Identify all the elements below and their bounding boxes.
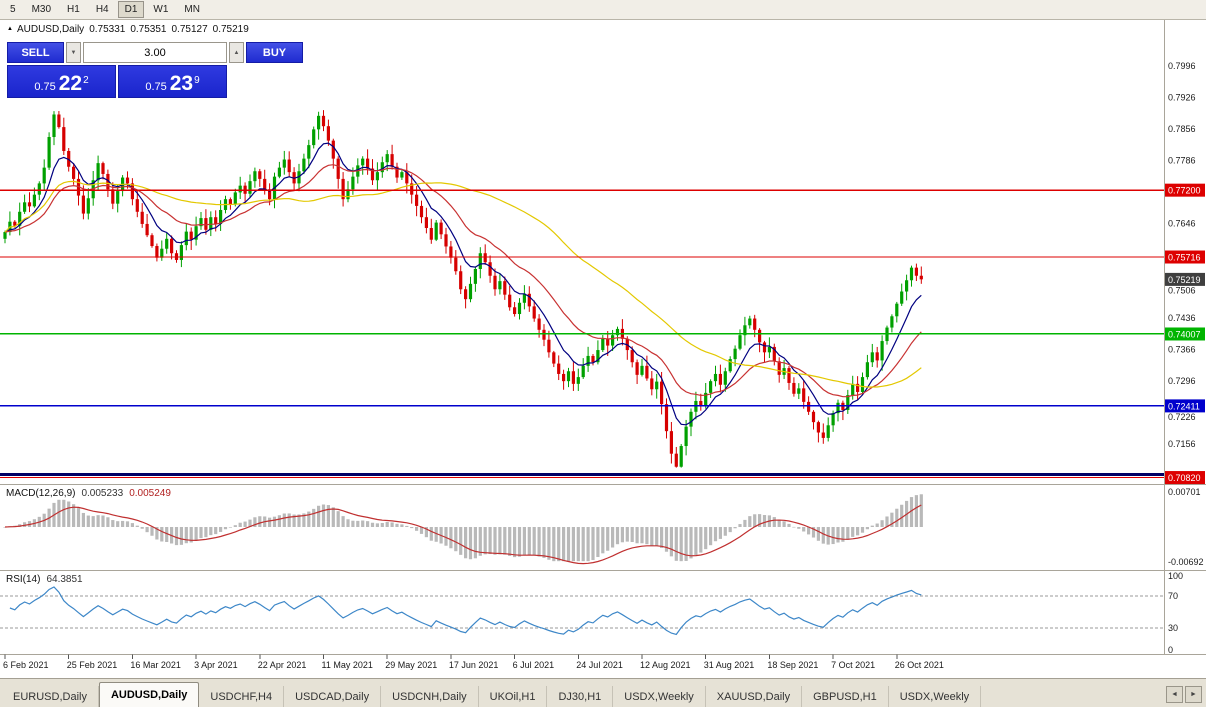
bid-pipette: 2 <box>83 75 89 86</box>
date-tick-label: 16 Mar 2021 <box>130 660 181 670</box>
timeframe-button-mn[interactable]: MN <box>184 4 200 15</box>
ma-sma-50 <box>4 180 922 388</box>
chart-tab-3-usdcad-daily[interactable]: USDCAD,Daily <box>284 686 382 707</box>
price-tick-0.7856: 0.7856 <box>1168 124 1196 134</box>
ma-ema-8 <box>4 142 922 426</box>
ma-ema-21 <box>4 164 922 398</box>
rsi-line <box>9 586 922 636</box>
chart-tab-8-xauusd-daily[interactable]: XAUUSD,Daily <box>706 686 803 707</box>
sell-button[interactable]: SELL <box>7 42 64 63</box>
price-tick-0.7786: 0.7786 <box>1168 155 1196 165</box>
bid-quote-button[interactable]: 0.75 22 2 <box>7 65 116 98</box>
timeframe-button-h4[interactable]: H4 <box>95 4 109 15</box>
tab-scrollbar: ◄ ► <box>1158 686 1204 707</box>
timeframe-button-h1[interactable]: H1 <box>67 4 80 15</box>
price-tick-0.7646: 0.7646 <box>1168 218 1196 228</box>
date-tick-label: 29 May 2021 <box>385 660 437 670</box>
chart-tab-1-audusd-daily[interactable]: AUDUSD,Daily <box>98 682 200 707</box>
chart-tab-0-eurusd-daily[interactable]: EURUSD,Daily <box>2 686 99 707</box>
timeframe-button-d1[interactable]: D1 <box>117 1 145 18</box>
date-tick-label: 26 Oct 2021 <box>895 660 944 670</box>
date-tick-label: 22 Apr 2021 <box>258 660 307 670</box>
price-label-0.75716: 0.75716 <box>1168 253 1201 263</box>
chart-tab-5-ukoil-h1[interactable]: UKOil,H1 <box>479 686 548 707</box>
date-tick-label: 6 Feb 2021 <box>3 660 49 670</box>
date-tick-label: 3 Apr 2021 <box>194 660 238 670</box>
price-tick-0.7226: 0.7226 <box>1168 412 1196 422</box>
chart-tab-9-gbpusd-h1[interactable]: GBPUSD,H1 <box>802 686 889 707</box>
date-tick-label: 11 May 2021 <box>322 660 373 670</box>
price-tick-0.7996: 0.7996 <box>1168 61 1196 71</box>
buy-button[interactable]: BUY <box>246 42 303 63</box>
price-label-box-0.77200 <box>1165 183 1205 197</box>
rsi-tick-100: 100 <box>1168 571 1183 581</box>
price-label-box-0.74007 <box>1165 327 1205 341</box>
ask-quote-button[interactable]: 0.75 23 9 <box>118 65 227 98</box>
chart-tab-6-dj30-h1[interactable]: DJ30,H1 <box>547 686 614 707</box>
price-tick-0.7156: 0.7156 <box>1168 439 1196 449</box>
bid-big-digits: 22 <box>58 72 83 95</box>
macd-signal-line <box>4 504 922 565</box>
volume-decrease-button[interactable]: ▼ <box>66 42 81 63</box>
macd-tick--0.00692: -0.00692 <box>1168 557 1204 567</box>
price-label-box-0.70820 <box>1165 471 1205 485</box>
chart-canvas[interactable]: 0.7996 0.7926 0.7856 0.7786 0.7646 0.7506 0.74… <box>0 20 1206 678</box>
date-tick-label: 17 Jun 2021 <box>449 660 499 670</box>
rsi-tick-30: 30 <box>1168 623 1178 633</box>
price-tick-0.7366: 0.7366 <box>1168 345 1196 355</box>
chart-tab-10-usdx-weekly[interactable]: USDX,Weekly <box>889 686 982 707</box>
price-tick-0.7506: 0.7506 <box>1168 285 1196 295</box>
timeframe-toolbar: 5 M30 H1 H4 D1 W1 MN <box>0 0 1206 20</box>
rsi-tick-70: 70 <box>1168 591 1178 601</box>
date-tick-label: 31 Aug 2021 <box>704 660 755 670</box>
price-label-box-0.75219 <box>1165 272 1205 286</box>
price-label-0.77200: 0.77200 <box>1168 186 1201 196</box>
timeframe-button-w1[interactable]: W1 <box>153 4 169 15</box>
price-label-0.75219: 0.75219 <box>1168 275 1201 285</box>
macd-histogram <box>3 494 923 562</box>
ask-pipette: 9 <box>194 75 200 86</box>
chart-tab-4-usdcnh-daily[interactable]: USDCNH,Daily <box>381 686 479 707</box>
chart-tab-7-usdx-weekly[interactable]: USDX,Weekly <box>613 686 706 707</box>
timeframe-button-m30[interactable]: M30 <box>31 4 52 15</box>
price-label-box-0.72411 <box>1165 399 1205 413</box>
ask-big-digits: 23 <box>169 72 194 95</box>
date-tick-label: 7 Oct 2021 <box>831 660 875 670</box>
price-tick-0.7296: 0.7296 <box>1168 376 1196 386</box>
ask-prefix: 0.75 <box>145 81 167 93</box>
price-label-0.72411: 0.72411 <box>1168 401 1200 411</box>
macd-tick-0.00701: 0.00701 <box>1168 487 1201 497</box>
price-label-box-0.75716 <box>1165 250 1205 264</box>
volume-increase-button[interactable]: ▲ <box>229 42 244 63</box>
chart-tab-bar: EURUSD,Daily AUDUSD,Daily USDCHF,H4 USDCAD,… <box>0 678 1206 707</box>
volume-input[interactable] <box>83 42 227 63</box>
date-tick-label: 24 Jul 2021 <box>576 660 623 670</box>
chart-tab-2-usdchf-h4[interactable]: USDCHF,H4 <box>199 686 285 707</box>
price-tick-0.7436: 0.7436 <box>1168 313 1196 323</box>
candlestick-series <box>3 110 923 468</box>
rsi-tick-0: 0 <box>1168 645 1173 655</box>
timeframe-button-5[interactable]: 5 <box>10 4 16 15</box>
bid-prefix: 0.75 <box>34 81 56 93</box>
date-tick-label: 6 Jul 2021 <box>513 660 555 670</box>
tab-scroll-right-button[interactable]: ► <box>1185 686 1202 703</box>
price-tick-0.7926: 0.7926 <box>1168 92 1196 102</box>
tab-scroll-left-button[interactable]: ◄ <box>1166 686 1183 703</box>
price-label-0.70820: 0.70820 <box>1168 473 1201 483</box>
date-tick-label: 12 Aug 2021 <box>640 660 691 670</box>
collapse-one-click-icon[interactable]: ▲ <box>7 26 13 32</box>
price-label-0.74007: 0.74007 <box>1168 329 1201 339</box>
date-tick-label: 25 Feb 2021 <box>67 660 118 670</box>
date-tick-label: 18 Sep 2021 <box>767 660 818 670</box>
